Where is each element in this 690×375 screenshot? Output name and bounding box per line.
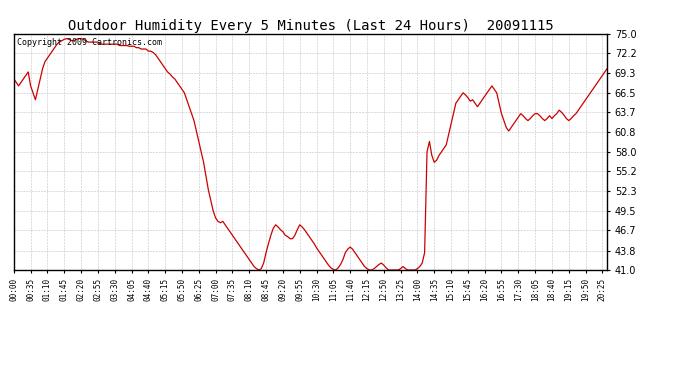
Title: Outdoor Humidity Every 5 Minutes (Last 24 Hours)  20091115: Outdoor Humidity Every 5 Minutes (Last 2… bbox=[68, 19, 553, 33]
Text: Copyright 2009 Cartronics.com: Copyright 2009 Cartronics.com bbox=[17, 39, 161, 48]
